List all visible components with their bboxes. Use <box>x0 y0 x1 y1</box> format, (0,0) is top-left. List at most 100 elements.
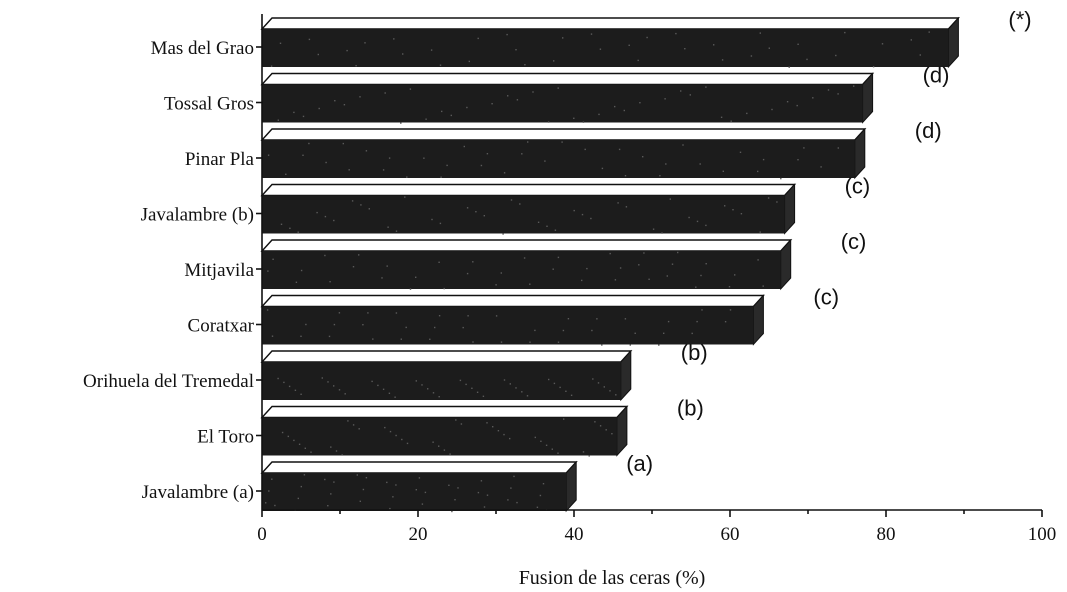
bar-speckle <box>461 423 462 424</box>
bar-speckle <box>305 448 306 449</box>
bar-speckle <box>330 493 331 494</box>
bar-speckle <box>446 165 447 166</box>
x-tick-label: 100 <box>1028 524 1057 545</box>
bar-speckle <box>324 255 325 256</box>
bar-speckle <box>387 265 388 266</box>
bar-speckle <box>360 501 361 502</box>
significance-label: (d) <box>923 63 950 88</box>
bar-speckle <box>548 379 549 380</box>
x-axis-title: Fusion de las ceras (%) <box>519 567 706 589</box>
bar-speckle <box>675 33 676 34</box>
bar-speckle <box>377 385 378 386</box>
category-label: Pinar Pla <box>185 149 255 170</box>
bar-speckle <box>369 208 370 209</box>
bar-speckle <box>401 339 402 340</box>
bar-front-face <box>262 85 863 123</box>
bar-speckle <box>670 198 671 199</box>
bar-speckle <box>425 119 426 120</box>
bar-speckle <box>472 261 473 262</box>
bar-speckle <box>472 341 473 342</box>
bar-speckle <box>723 171 724 172</box>
bar-speckle <box>477 392 478 393</box>
bar-speckle <box>478 38 479 39</box>
bar-speckle <box>467 315 468 316</box>
bar-speckle <box>688 217 689 218</box>
bar-speckle <box>467 273 468 274</box>
bar-speckle <box>501 272 502 273</box>
bar-speckle <box>464 146 465 147</box>
bar-speckle <box>559 387 560 388</box>
bar-speckle <box>519 203 520 204</box>
bar-speckle <box>393 38 394 39</box>
bar-speckle <box>322 377 323 378</box>
bar-speckle <box>358 254 359 255</box>
bar-speckle <box>667 275 668 276</box>
bar-speckle <box>751 55 752 56</box>
bar-top-face <box>262 407 627 418</box>
bar-speckle <box>498 430 499 431</box>
bar-speckle <box>573 118 574 119</box>
bar-speckle <box>385 92 386 93</box>
bar-speckle <box>325 216 326 217</box>
bar-speckle <box>272 336 273 337</box>
category-label: Javalambre (b) <box>141 205 254 226</box>
significance-label: (c) <box>841 229 867 254</box>
bar-speckle <box>495 284 496 285</box>
bar-speckle <box>680 90 681 91</box>
bar-speckle <box>383 389 384 390</box>
bar-speckle <box>410 288 411 289</box>
bar-speckle <box>336 450 337 451</box>
bar-speckle <box>333 220 334 221</box>
bar-speckle <box>501 341 502 342</box>
bar-speckle <box>741 213 742 214</box>
bar-9 <box>262 462 576 512</box>
bar-speckle <box>590 218 591 219</box>
bar-speckle <box>653 229 654 230</box>
bar-speckle <box>561 141 562 142</box>
bar-speckle <box>444 449 445 450</box>
bar-speckle <box>639 102 640 103</box>
bar-speckle <box>395 484 396 485</box>
bar-speckle <box>367 312 368 313</box>
bar-speckle <box>298 498 299 499</box>
bar-speckle <box>630 344 631 345</box>
bar-speckle <box>448 485 449 486</box>
bar-speckle <box>421 384 422 385</box>
bar-speckle <box>732 209 733 210</box>
bar-speckle <box>521 153 522 154</box>
bar-speckle <box>638 264 639 265</box>
bar-speckle <box>431 49 432 50</box>
bar-speckle <box>281 224 282 225</box>
bar-speckle <box>282 432 283 433</box>
bar-speckle <box>272 259 273 260</box>
bar-speckle <box>820 166 821 167</box>
bar-top-face <box>262 185 795 196</box>
bar-speckle <box>571 395 572 396</box>
bar-speckle <box>586 268 587 269</box>
bar-speckle <box>359 428 360 429</box>
bar-speckle <box>265 502 266 503</box>
bar-speckle <box>734 274 735 275</box>
bar-speckle <box>444 288 445 289</box>
bar-speckle <box>911 39 912 40</box>
bar-speckle <box>797 159 798 160</box>
bar-speckle <box>293 440 294 441</box>
bar-speckle <box>532 91 533 92</box>
bar-front-face <box>262 29 948 67</box>
bar-speckle <box>690 94 691 95</box>
bar-top-face <box>262 351 631 362</box>
bar-speckle <box>451 115 452 116</box>
significance-label: (b) <box>677 396 704 421</box>
bar-speckle <box>285 174 286 175</box>
bar-speckle <box>548 121 549 122</box>
bar-speckle <box>882 43 883 44</box>
bar-speckle <box>339 389 340 390</box>
bar-speckle <box>684 48 685 49</box>
bar-speckle <box>729 286 730 287</box>
bar-speckle <box>396 231 397 232</box>
bar-speckle <box>277 378 278 379</box>
bar-speckle <box>853 85 854 86</box>
bar-speckle <box>454 499 455 500</box>
bar-speckle <box>329 336 330 337</box>
bar-speckle <box>583 122 584 123</box>
